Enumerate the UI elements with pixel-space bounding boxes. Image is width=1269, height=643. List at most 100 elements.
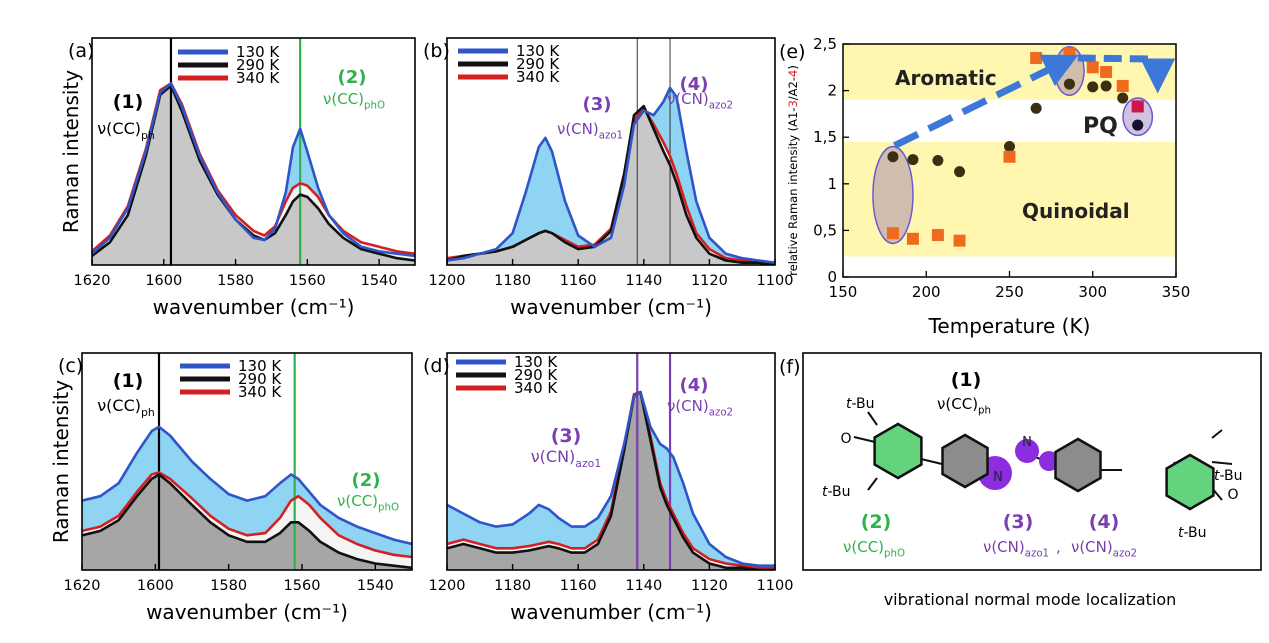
plot-frame — [91, 37, 416, 266]
bond — [853, 436, 876, 443]
y-tick-label: 1 — [827, 175, 837, 193]
plot-area — [82, 353, 412, 570]
mode1-label: ν(CC)ph — [937, 395, 991, 417]
tbu-top-right: t-Bu — [1214, 468, 1243, 484]
legend-label: 290 K — [238, 370, 282, 388]
point-square — [931, 229, 944, 242]
y-axis-label: relative Raman intensity (A1-3/A2-4) — [786, 65, 800, 276]
mode-label-main: ν(CN) — [667, 397, 709, 415]
legend-label: 340 K — [236, 69, 280, 87]
mode-label-sub: azo2 — [709, 101, 733, 112]
series-line-340k — [82, 471, 412, 559]
region-label-aromatic: Aromatic — [895, 66, 997, 90]
highlight-ellipse — [872, 145, 914, 245]
fill-290k — [82, 474, 412, 570]
panel-label: (d) — [423, 355, 450, 377]
point-square — [1030, 51, 1043, 64]
y-axis-label-part: 3 — [786, 100, 800, 107]
y-tick-label: 1,5 — [813, 128, 837, 146]
point-circle — [1100, 80, 1112, 92]
panel-label: (b) — [423, 40, 450, 62]
panel-b: 1200 1180 1160 1140 1120 1100 wavenumber (cm⁻¹… — [423, 37, 793, 319]
point-square-highlight — [1131, 100, 1144, 113]
tbu-bottom-right: t-Bu — [1178, 525, 1207, 541]
mode-label: ν(CC)ph — [97, 119, 155, 142]
mode-label-main: ν(CN) — [531, 447, 576, 466]
plot-frame — [446, 37, 776, 266]
x-tick-label: 300 — [1078, 283, 1107, 301]
mode-number: (3) — [583, 94, 612, 115]
molecule-frame — [802, 352, 1262, 571]
legend-label: 290 K — [514, 366, 558, 384]
legend-label: 290 K — [236, 56, 280, 74]
mode-label-sub: phO — [364, 101, 385, 112]
x-tick-label: 1160 — [560, 273, 597, 289]
point-circle — [887, 151, 899, 163]
mode1-label-main: ν(CC) — [937, 395, 978, 413]
mode-label-main: ν(CC) — [337, 492, 378, 510]
tbu-top-left-t: t — [846, 396, 852, 412]
x-tick-label: 1540 — [357, 578, 394, 594]
mode-label: ν(CC)ph — [97, 396, 155, 419]
x-tick-label: 1560 — [284, 578, 321, 594]
mode1-label-sub: ph — [978, 406, 991, 417]
tbu-bottom-right-t: t — [1178, 525, 1184, 541]
point-square — [1063, 47, 1076, 60]
y-tick-label: 2,5 — [813, 35, 837, 53]
point-circle — [1117, 92, 1129, 104]
panel-c: 1620 1600 1580 1560 1540 wavenumber (cm⁻¹) Ram… — [49, 352, 413, 624]
mode2-label-sub: phO — [884, 549, 905, 560]
x-tick-label: 1120 — [691, 578, 728, 594]
point-square — [953, 234, 966, 247]
plot-frame — [446, 352, 776, 571]
mode-label: ν(CN)azo2 — [667, 397, 733, 419]
y-axis-label-part: relative Raman intensity (A1- — [786, 108, 800, 276]
x-axis-label: wavenumber (cm⁻¹) — [510, 295, 712, 319]
tbu-top-right-bu: -Bu — [1220, 468, 1243, 484]
mode-number: (2) — [338, 67, 367, 88]
fill-130k — [447, 392, 775, 570]
mode-label-main: ν(CC) — [97, 396, 141, 415]
mode-label: ν(CC)phO — [323, 90, 385, 112]
trend-arrow-1 — [893, 54, 1079, 149]
point-square — [1116, 79, 1129, 92]
point-circle — [907, 154, 919, 166]
mode-label: ν(CN)azo1 — [557, 120, 623, 142]
mode3-label-main: ν(CN) — [983, 538, 1025, 556]
plot-area — [447, 38, 775, 265]
series-line-290k — [447, 390, 775, 570]
tbu-top-left: t-Bu — [846, 396, 875, 412]
series-line-130k — [82, 425, 412, 546]
oxygen-label-right: O — [1227, 487, 1238, 503]
y-tick-label: 2 — [827, 82, 837, 100]
x-tick-label: 150 — [829, 283, 858, 301]
point-circle — [1004, 141, 1015, 153]
mode-label: ν(CC)phO — [337, 492, 399, 514]
mode-label-sub: azo1 — [599, 131, 623, 142]
mode-label-main: ν(CN) — [557, 120, 599, 138]
x-tick-label: 1120 — [691, 273, 728, 289]
mode-label-sub: azo2 — [709, 408, 733, 419]
fill-290k — [447, 392, 775, 570]
mode4-label: ν(CN)azo2 — [1071, 538, 1137, 560]
panel-d: 1200 1180 1160 1140 1120 1100 wavenumber (cm⁻¹… — [423, 352, 793, 624]
nitrogen-label-1: N — [993, 470, 1003, 485]
point-square — [886, 227, 899, 240]
mode2-label-main: ν(CC) — [843, 538, 884, 556]
oxygen-label-left: O — [840, 431, 851, 447]
mode-number: (1) — [113, 91, 144, 113]
y-axis-label: Raman intensity — [49, 380, 73, 543]
mode-label-main: ν(CC) — [97, 119, 141, 138]
x-tick-label: 1140 — [625, 578, 662, 594]
mode1-number: (1) — [951, 369, 982, 391]
x-tick-label: 1200 — [429, 578, 466, 594]
trend-arrow-2 — [1077, 54, 1176, 94]
tbu-bottom-left-t: t — [822, 484, 828, 500]
x-tick-label: 350 — [1162, 283, 1191, 301]
mode4-label-main: ν(CN) — [1071, 538, 1113, 556]
point-circle — [932, 155, 944, 166]
point-circle — [1063, 78, 1075, 90]
bond — [867, 477, 878, 491]
point-square — [1003, 150, 1016, 163]
